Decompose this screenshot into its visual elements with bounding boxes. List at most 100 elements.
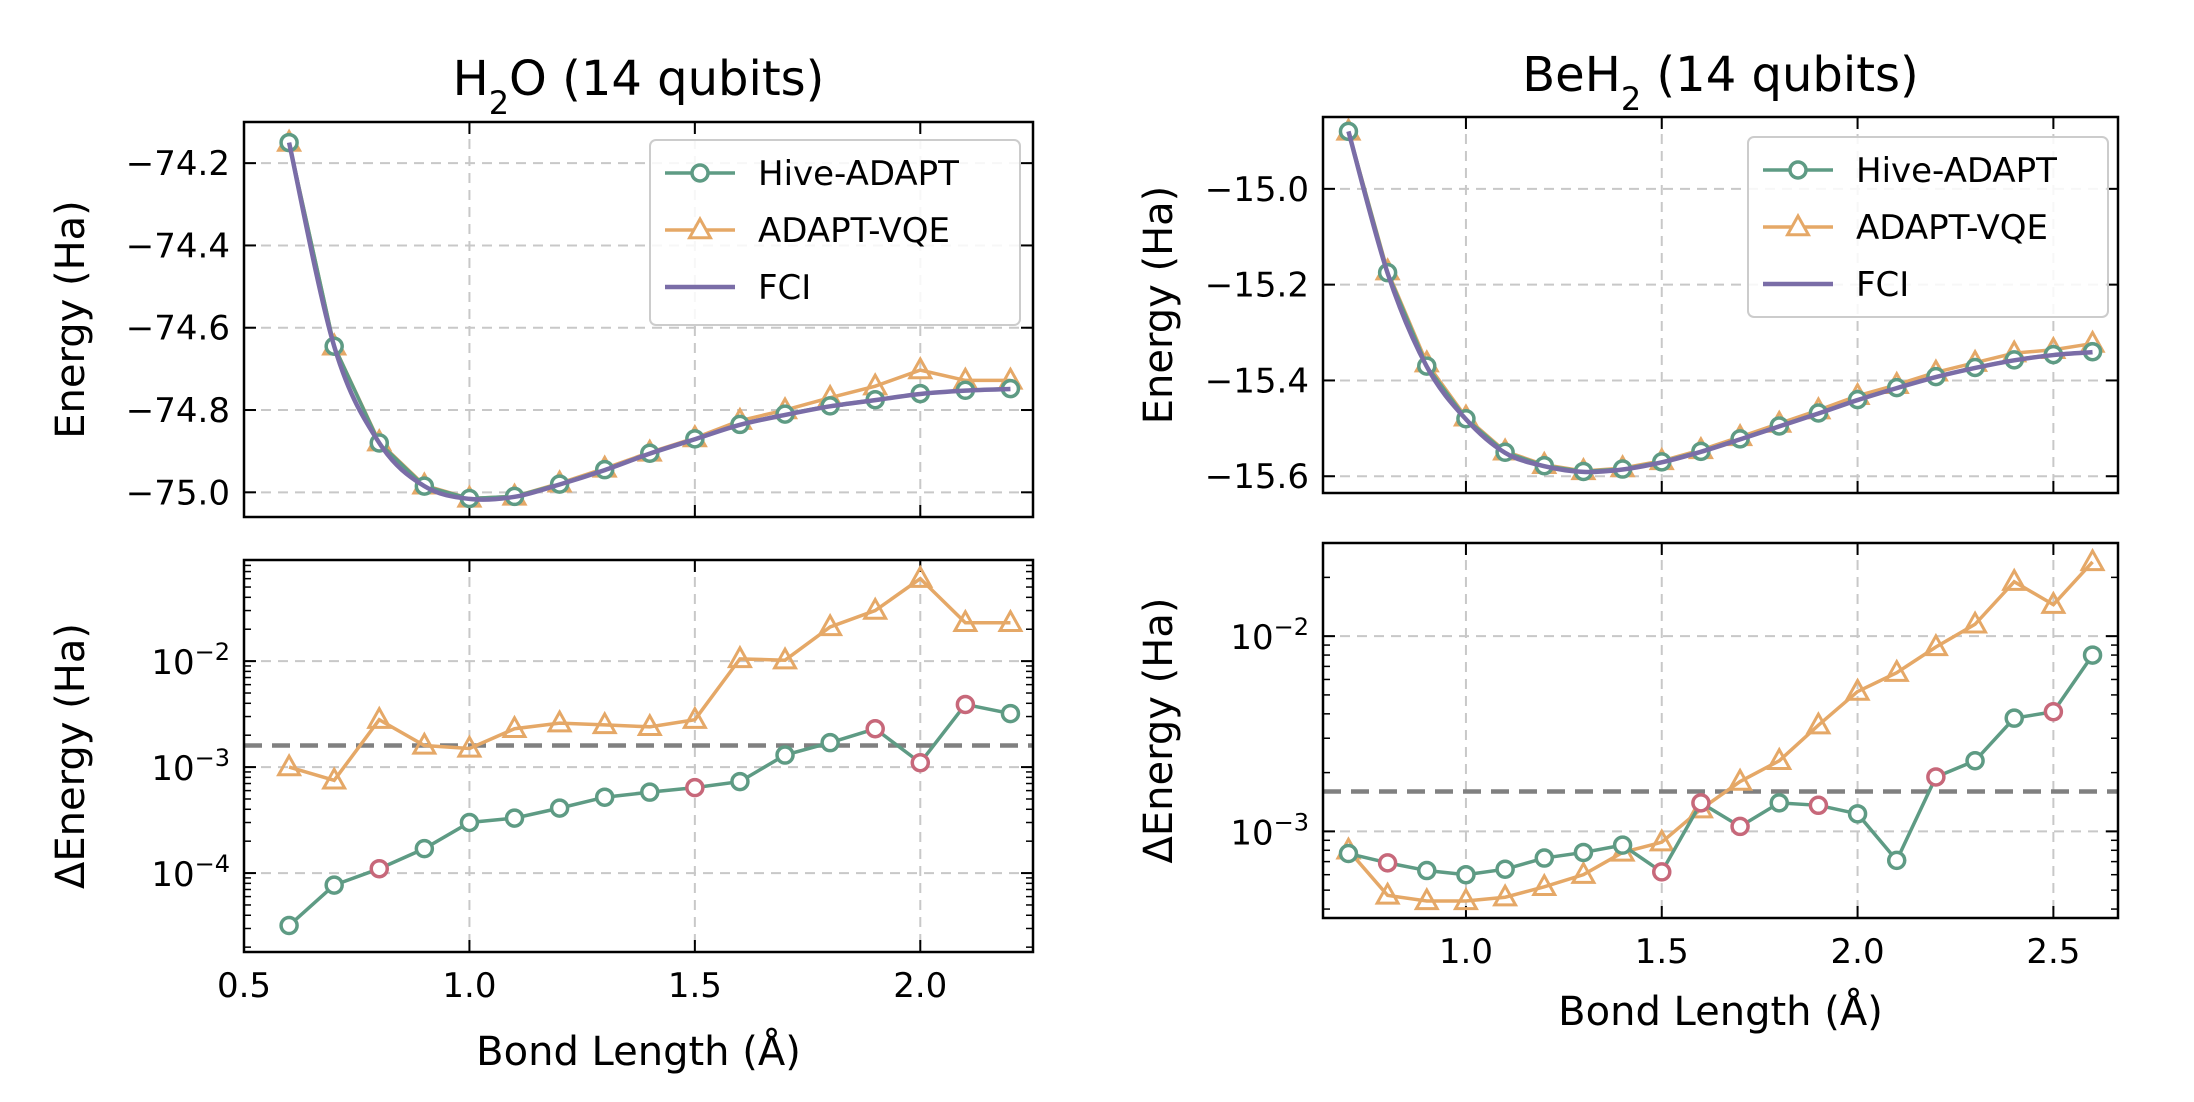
beh2-bottom-adapt-vqe-point [2040,590,2067,614]
beh2-bottom-hive-adapt-point [2082,645,2103,665]
beh2-bottom-adapt-vqe-point [1452,886,1479,911]
h2o-bottom-adapt-vqe-point [366,705,393,729]
beh2-bottom-hive-adapt-point [1808,795,1829,816]
h2o-chart-title: H2O (14 qubits) [453,51,825,122]
h2o-bottom-adapt-vqe-point [636,712,663,737]
beh2-bottom-hive-adapt-point [1691,793,1711,813]
beh2-bottom-hive-adapt-point [1926,767,1946,787]
beh2-legend-box [1747,136,2109,318]
h2o-bottom-adapt-vqe-point [907,564,934,588]
beh2-bottom-adapt-vqe-point [2001,567,2028,591]
h2o-top-fci-line [286,142,1011,502]
h2o-bottom-adapt-vqe-point [546,709,573,733]
beh2-bottom-hive-adapt-point [1456,864,1476,885]
beh2-bottom-ytick-label: 10−3 [1230,808,1309,853]
h2o-bottom-adapt-vqe-point [276,753,303,777]
h2o-bottom-hive-adapt-point [775,745,795,765]
h2o-legend-label: ADAPT-VQE [758,211,950,251]
h2o-bottom-hive-adapt-point [820,732,840,753]
beh2-bottom-adapt-vqe-point [1922,632,1949,657]
h2o-top-ytick-label: −74.4 [126,226,230,266]
beh2-bottom-adapt-vqe-point [1413,886,1440,911]
h2o-bottom-hive-adapt-point [730,771,750,792]
beh2-bottom-hive-adapt-point [1730,816,1750,837]
beh2-legend-label: Hive-ADAPT [1856,151,2057,191]
h2o-bottom-hive-adapt-point [910,752,931,773]
h2o-bottom-adapt-vqe-point [321,766,348,790]
h2o-top-ytick-label: −74.8 [126,391,230,431]
h2o-bottom-hive-adapt-point [640,782,660,802]
h2o-bottom-adapt-vqe-point [681,705,708,729]
h2o-top-adapt-vqe-point [907,356,934,380]
beh2-top-ytick-label: −15.0 [1205,170,1309,210]
h2o-bottom-adapt-vqe-point [772,646,799,670]
h2o-top-ytick-label: −75.0 [126,473,230,513]
h2o-bottom-adapt-vqe-point [411,731,438,755]
beh2-bottom-xtick-label: 2.0 [1831,932,1885,972]
h2o-bottom-adapt-vqe-point [952,608,979,632]
beh2-bottom-adapt-vqe-point [1962,610,1989,634]
h2o-bottom-adapt-vqe-line [288,576,1011,783]
h2o-bottom-hive-adapt-point [369,858,390,879]
beh2-bottom-xtick-label: 2.5 [2026,932,2080,972]
h2o-legend-label: FCI [758,268,811,308]
h2o-bottom-axes-frame [242,558,1035,954]
beh2-bottom-hive-adapt-point [1847,804,1868,824]
beh2-bottom-hive-adapt-point [2043,701,2064,722]
h2o-xlabel: Bond Length (Å) [476,1027,801,1075]
h2o-bottom-adapt-vqe-point [456,734,483,758]
beh2-bottom-adapt-vqe-point [1492,883,1519,907]
beh2-top-axes-frame [1321,115,2120,495]
h2o-bottom-hive-adapt-point [1000,703,1021,724]
h2o-top-ylabel: Energy (Ha) [48,200,94,439]
h2o-bottom-hive-adapt-point [594,787,615,807]
h2o-bottom-hive-adapt-point [279,915,299,936]
h2o-bottom-ylabel: ΔEnergy (Ha) [48,623,94,889]
beh2-bottom-adapt-vqe-point [1374,881,1401,905]
h2o-bottom-hive-adapt-point [955,694,976,715]
h2o-bottom-hive-adapt-point [865,719,885,739]
beh2-bottom-hive-adapt-point [2004,708,2024,728]
h2o-bottom-hive-adapt-point [685,777,705,798]
beh2-xlabel: Bond Length (Å) [1558,987,1883,1035]
beh2-bottom-adapt-vqe-point [1844,677,1871,701]
h2o-bottom-adapt-vqe-point [501,714,528,738]
beh2-bottom-hive-adapt-point [1573,842,1594,863]
beh2-bottom-adapt-vqe-point [1883,658,1910,682]
h2o-bottom-ytick-label: 10−2 [151,638,230,683]
h2o-legend-label: Hive-ADAPT [758,154,959,194]
beh2-bottom-hive-adapt-point [1338,843,1359,864]
h2o-legend-triangle-marker [686,215,714,240]
h2o-bottom-xtick-label: 0.5 [217,966,271,1006]
beh2-top-ytick-label: −15.6 [1205,457,1309,497]
h2o-bottom-xtick-label: 2.0 [893,966,947,1006]
beh2-bottom-hive-adapt-point [1534,848,1555,868]
h2o-bottom-hive-adapt-point [549,798,570,818]
beh2-bottom-hive-adapt-point [1769,793,1789,813]
h2o-bottom-adapt-vqe-point [726,644,753,669]
beh2-chart-title: BeH2 (14 qubits) [1522,47,1919,118]
h2o-bottom-ytick-label: 10−4 [151,850,230,895]
h2o-bottom-xtick-label: 1.0 [442,966,496,1006]
h2o-legend-box [649,139,1021,326]
h2o-top-ytick-label: −74.6 [126,309,230,349]
h2o-bottom-hive-adapt-line [287,702,1011,927]
beh2-bottom-adapt-vqe-point [1531,872,1558,897]
beh2-bottom-hive-adapt-point [1417,860,1437,881]
beh2-legend-circle-marker [1788,160,1808,180]
beh2-top-ytick-label: −15.4 [1205,361,1309,401]
beh2-legend-triangle-marker [1784,212,1812,237]
beh2-legend-label: ADAPT-VQE [1856,208,2048,248]
h2o-bottom-hive-adapt-point [414,838,435,859]
beh2-bottom-adapt-vqe-point [1727,767,1754,791]
beh2-bottom-xtick-label: 1.5 [1635,932,1689,972]
beh2-bottom-hive-adapt-point [1886,850,1907,871]
beh2-bottom-hive-adapt-point [1652,862,1672,882]
h2o-bottom-adapt-vqe-point [591,710,618,735]
beh2-bottom-adapt-vqe-line [1347,560,2094,903]
h2o-bottom-adapt-vqe-point [997,608,1024,632]
beh2-bottom-hive-adapt-point [1495,859,1515,879]
beh2-top-ylabel: Energy (Ha) [1136,186,1182,425]
h2o-bottom-adapt-vqe-point [817,612,844,637]
